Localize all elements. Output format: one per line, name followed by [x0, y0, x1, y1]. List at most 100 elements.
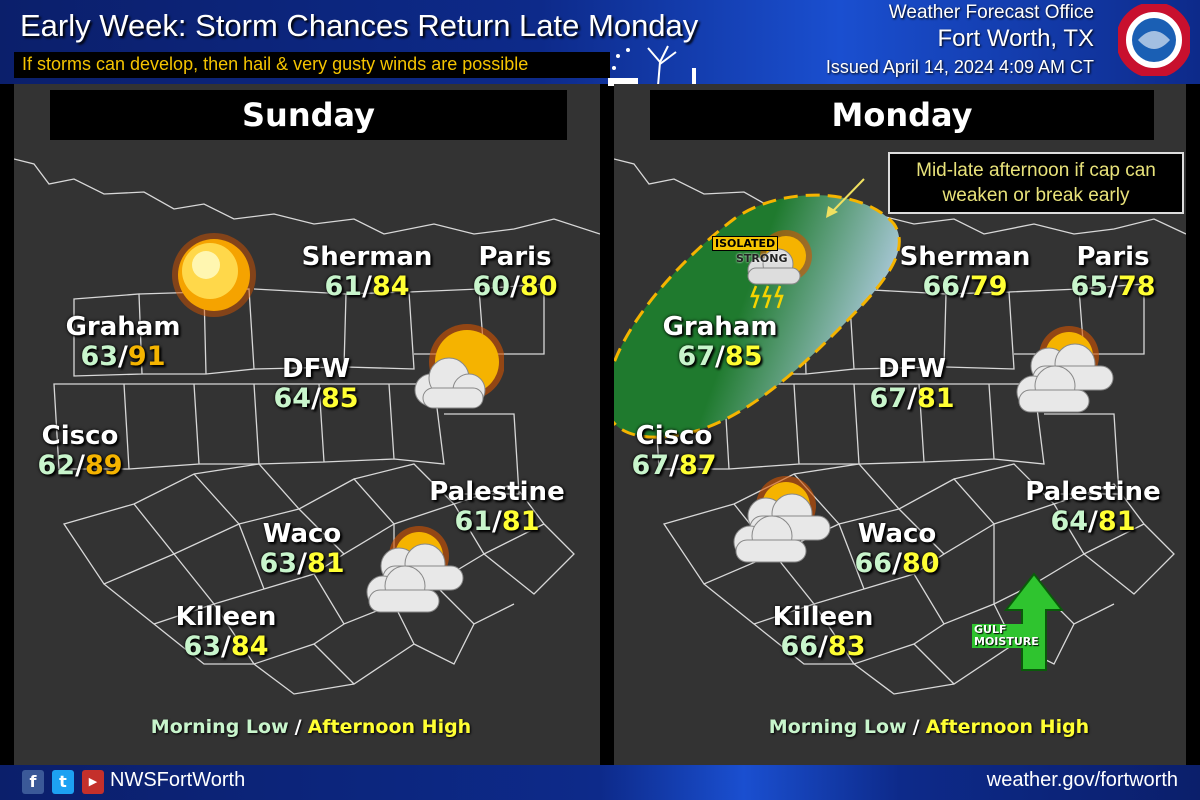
page-title: Early Week: Storm Chances Return Late Mo…	[20, 8, 699, 43]
high-temp: 81	[916, 383, 955, 414]
city-name: Killeen	[772, 602, 874, 632]
low-temp: 66	[922, 271, 961, 302]
low-temp: 62	[37, 450, 76, 481]
sunday-panel: Sunday Sherman 61/84 Paris 60/80 Graham 63/…	[14, 84, 600, 765]
city-dfw: DFW 67/81	[869, 354, 955, 414]
legend-high: Afternoon High	[925, 716, 1090, 738]
issued-time: Issued April 14, 2024 4:09 AM CT	[825, 57, 1094, 77]
day-title: Sunday	[50, 90, 567, 140]
high-temp: 81	[306, 548, 345, 579]
city-name: Sherman	[301, 242, 433, 272]
storm-label-isolated: ISOLATED	[712, 236, 779, 251]
monday-panel: Monday Mid-late afternoon if cap can wea…	[614, 84, 1186, 765]
website-link[interactable]: weather.gov/fortworth	[986, 769, 1178, 791]
temp-legend: Morning Low / Afternoon High	[769, 716, 1089, 738]
city-name: Palestine	[1025, 477, 1161, 507]
city-graham: Graham 67/85	[662, 312, 778, 372]
footer: f t ▶ NWSFortWorth weather.gov/fortworth	[0, 765, 1200, 800]
city-palestine: Palestine 61/81	[429, 477, 565, 537]
city-sherman: Sherman 61/84	[301, 242, 433, 302]
low-temp: 63	[80, 341, 119, 372]
city-name: Cisco	[635, 421, 713, 451]
office-info: Weather Forecast Office Fort Worth, TX I…	[826, 2, 1094, 78]
legend-low: Morning Low	[150, 716, 289, 738]
sunday-county-map	[14, 158, 600, 695]
gulf-label-1: GULF	[974, 623, 1007, 636]
city-name: Graham	[65, 312, 181, 342]
high-temp: 78	[1117, 271, 1156, 302]
city-sherman: Sherman 66/79	[899, 242, 1031, 302]
low-temp: 65	[1070, 271, 1109, 302]
low-temp: 61	[454, 506, 493, 537]
subtitle: If storms can develop, then hail & very …	[14, 52, 610, 78]
low-temp: 67	[869, 383, 908, 414]
city-name: Palestine	[429, 477, 565, 507]
city-paris: Paris 60/80	[472, 242, 558, 302]
facebook-icon[interactable]: f	[22, 770, 44, 794]
mostly-cloudy-icon	[1016, 326, 1114, 413]
note-arrow	[831, 178, 865, 213]
legend-low: Morning Low	[768, 716, 907, 738]
high-temp: 79	[969, 271, 1008, 302]
header: Early Week: Storm Chances Return Late Mo…	[0, 0, 1200, 86]
timing-note: Mid-late afternoon if cap can weaken or …	[888, 152, 1184, 214]
city-palestine: Palestine 64/81	[1025, 477, 1161, 537]
city-name: Paris	[1076, 242, 1150, 272]
high-temp: 81	[1097, 506, 1136, 537]
high-temp: 80	[901, 548, 940, 579]
city-name: Waco	[857, 519, 937, 549]
low-temp: 67	[677, 341, 716, 372]
high-temp: 85	[320, 383, 359, 414]
mostly-cloudy-icon	[733, 476, 831, 563]
city-cisco: Cisco 67/87	[631, 421, 717, 481]
mostly-cloudy-icon	[366, 526, 464, 613]
legend-separator: /	[294, 716, 302, 738]
low-temp: 60	[472, 271, 511, 302]
low-temp: 63	[183, 631, 222, 662]
city-name: Killeen	[175, 602, 277, 632]
office-line1: Weather Forecast Office	[888, 2, 1094, 23]
legend-high: Afternoon High	[307, 716, 472, 738]
temp-legend: Morning Low / Afternoon High	[151, 716, 471, 738]
youtube-icon[interactable]: ▶	[82, 770, 104, 794]
high-temp: 85	[724, 341, 763, 372]
city-cisco: Cisco 62/89	[37, 421, 123, 481]
high-temp: 83	[827, 631, 866, 662]
city-graham: Graham 63/91	[65, 312, 181, 372]
low-temp: 66	[854, 548, 893, 579]
city-killeen: Killeen 63/84	[175, 602, 277, 662]
city-waco: Waco 66/80	[854, 519, 940, 579]
low-temp: 64	[273, 383, 312, 414]
high-temp: 84	[371, 271, 410, 302]
gulf-label-2: MOISTURE	[974, 635, 1039, 648]
social-handle[interactable]: NWSFortWorth	[110, 769, 246, 791]
city-killeen: Killeen 66/83	[772, 602, 874, 662]
office-line2: Fort Worth, TX	[937, 25, 1094, 52]
high-temp: 89	[84, 450, 123, 481]
gulf-moisture-arrow-icon	[1003, 572, 1065, 671]
city-paris: Paris 65/78	[1070, 242, 1156, 302]
low-temp: 66	[780, 631, 819, 662]
city-name: DFW	[877, 354, 947, 384]
city-name: Cisco	[41, 421, 119, 451]
partly-sunny-icon	[414, 324, 504, 409]
low-temp: 67	[631, 450, 670, 481]
low-temp: 64	[1050, 506, 1089, 537]
city-name: Waco	[262, 519, 342, 549]
high-temp: 81	[501, 506, 540, 537]
hail-wind-icon	[608, 45, 696, 86]
low-temp: 61	[324, 271, 363, 302]
legend-separator: /	[912, 716, 920, 738]
city-dfw: DFW 64/85	[273, 354, 359, 414]
city-name: Graham	[662, 312, 778, 342]
day-title: Monday	[650, 90, 1154, 140]
city-name: DFW	[281, 354, 351, 384]
storm-risk-area	[614, 193, 901, 439]
high-temp: 84	[230, 631, 269, 662]
high-temp: 87	[678, 450, 717, 481]
twitter-icon[interactable]: t	[52, 770, 74, 794]
city-waco: Waco 63/81	[259, 519, 345, 579]
nws-logo	[1118, 4, 1190, 76]
low-temp: 63	[259, 548, 298, 579]
city-name: Paris	[478, 242, 552, 272]
